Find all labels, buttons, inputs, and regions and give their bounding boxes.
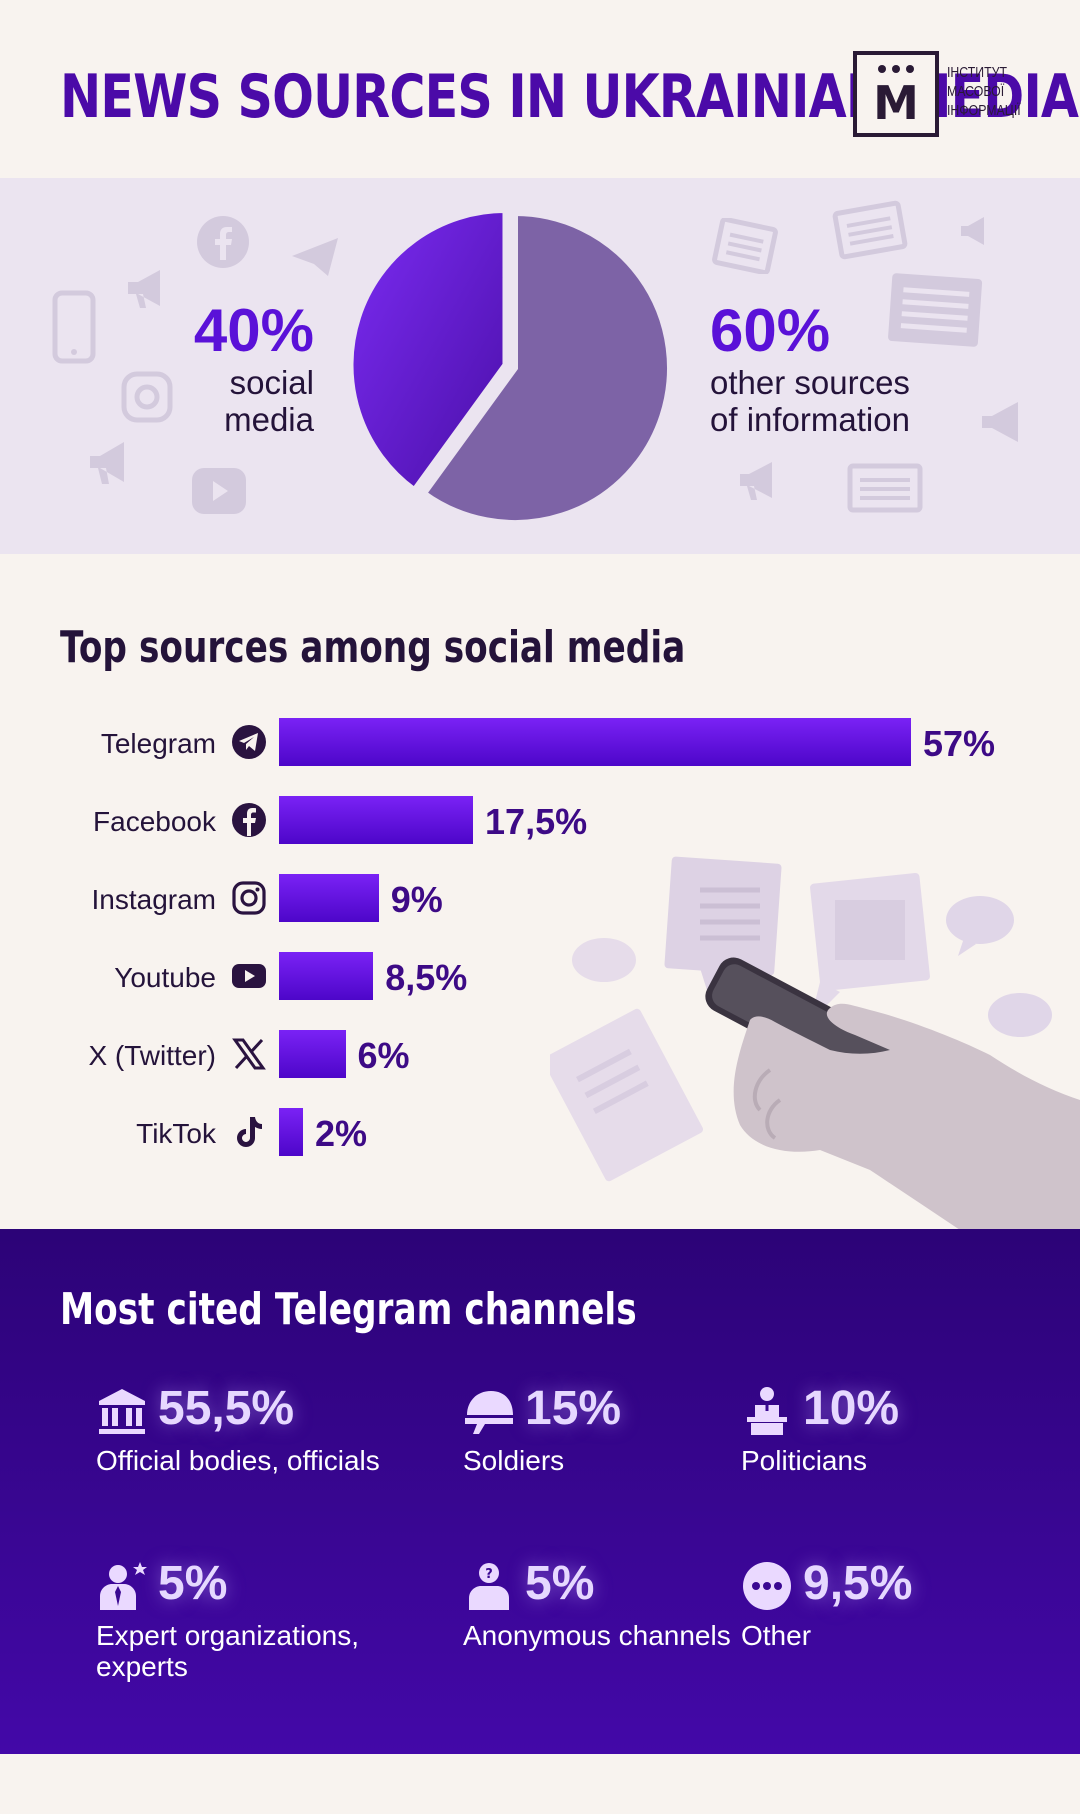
tiktok-icon xyxy=(237,1117,262,1147)
bar-value-label: 8,5% xyxy=(385,957,468,998)
telegram-icon xyxy=(232,725,266,759)
pie-slice-social-media xyxy=(347,206,509,495)
pie-band: 40% social media 60% other sources of in… xyxy=(0,178,1080,554)
bar-category-label: Telegram xyxy=(100,728,216,759)
telegram-section-title: Most cited Telegram channels xyxy=(60,1284,637,1335)
megaphone-icon xyxy=(961,217,984,245)
telegram-item-value: 5% xyxy=(525,1557,595,1610)
bar-category-label: TikTok xyxy=(136,1118,216,1149)
bar-value-label: 17,5% xyxy=(485,801,588,842)
bar-value-label: 57% xyxy=(923,723,996,764)
x-icon xyxy=(232,1038,266,1070)
social-media-percent: 40% xyxy=(193,297,314,364)
newspaper-icon xyxy=(888,273,983,347)
logo: M xyxy=(853,51,939,137)
expert-icon xyxy=(100,1562,147,1610)
bar-row-facebook: Facebook 17,5% xyxy=(0,796,1080,844)
phone-icon xyxy=(52,290,96,364)
bar xyxy=(279,718,911,766)
telegram-item-value: 5% xyxy=(158,1557,228,1610)
other-sources-percent: 60% xyxy=(710,297,831,364)
telegram-item-value: 55,5% xyxy=(158,1382,295,1435)
bar xyxy=(279,1108,303,1156)
bar-category-label: Instagram xyxy=(91,884,217,915)
bars-section-title: Top sources among social media xyxy=(60,622,686,673)
logo-letter: M xyxy=(873,76,919,130)
bar-row-youtube: Youtube 8,5% xyxy=(0,952,1080,1000)
youtube-icon xyxy=(232,964,266,988)
pie-slice-other-sources xyxy=(419,209,673,526)
telegram-item-label: Other xyxy=(741,1620,812,1651)
instagram-icon xyxy=(232,881,266,915)
other-sources-label-2: of information xyxy=(710,401,910,438)
bar-value-label: 6% xyxy=(357,1035,410,1076)
social-media-stat: 40% social media xyxy=(193,297,314,439)
social-media-label-2: media xyxy=(224,401,314,438)
bar-row-x-twitter: X (Twitter) 6% xyxy=(0,1030,1080,1078)
instagram-icon xyxy=(121,371,173,423)
telegram-section: Most cited Telegram channels 55,5% Offic… xyxy=(0,1229,1080,1754)
bar-category-label: Facebook xyxy=(93,806,216,837)
dots-icon xyxy=(743,1562,791,1610)
phone-hand-illustration xyxy=(550,856,1080,1230)
telegram-item-value: 9,5% xyxy=(803,1557,913,1610)
bar-row-tiktok: TikTok 2% xyxy=(0,1108,1080,1156)
anonymous-icon: ? xyxy=(469,1563,509,1610)
newspaper-icon xyxy=(712,218,778,274)
youtube-icon xyxy=(192,468,246,514)
newspaper-icon xyxy=(847,463,923,513)
svg-text:?: ? xyxy=(485,1567,493,1582)
bar xyxy=(279,952,374,1000)
header: NEWS SOURCES IN UKRAINIAN MEDIA M ІНСТИТ… xyxy=(0,0,1080,178)
telegram-item-value: 15% xyxy=(525,1382,622,1435)
bar-row-telegram: Telegram 57% xyxy=(0,718,1080,766)
logo-text: ІНСТИТУТ МАСОВОЇ ІНФОРМАЦІЇ xyxy=(947,64,1021,119)
newspaper-icon xyxy=(832,200,908,260)
telegram-item-label: Expert organizations, experts xyxy=(96,1620,360,1682)
telegram-item-label: Anonymous channels xyxy=(463,1620,731,1651)
other-sources-stat: 60% other sources of information xyxy=(710,297,910,439)
podium-icon xyxy=(747,1387,787,1435)
bar-value-label: 9% xyxy=(390,879,443,920)
telegram-item-value: 10% xyxy=(803,1382,900,1435)
megaphone-icon xyxy=(740,462,772,500)
helmet-icon xyxy=(465,1391,513,1434)
building-icon xyxy=(99,1389,145,1434)
telegram-item-label: Politicians xyxy=(741,1445,868,1476)
bar xyxy=(279,796,474,844)
other-sources-label-1: other sources xyxy=(710,364,910,401)
megaphone-icon xyxy=(982,402,1018,442)
pie-chart xyxy=(347,206,673,526)
bar xyxy=(279,1030,346,1078)
megaphone-icon xyxy=(128,270,160,308)
bar-category-label: X (Twitter) xyxy=(88,1040,216,1071)
telegram-item-label: Soldiers xyxy=(463,1445,565,1476)
bar-value-label: 2% xyxy=(315,1113,368,1154)
megaphone-icon xyxy=(90,442,124,484)
send-icon xyxy=(292,238,338,276)
bar-category-label: Youtube xyxy=(114,962,216,993)
facebook-icon xyxy=(197,216,249,268)
telegram-item-label: Official bodies, officials xyxy=(96,1445,380,1476)
social-media-label-1: social xyxy=(229,364,314,401)
bar xyxy=(279,874,379,922)
bar-row-instagram: Instagram 9% xyxy=(0,874,1080,922)
facebook-icon xyxy=(232,803,266,837)
logo-mark: M xyxy=(873,65,919,130)
